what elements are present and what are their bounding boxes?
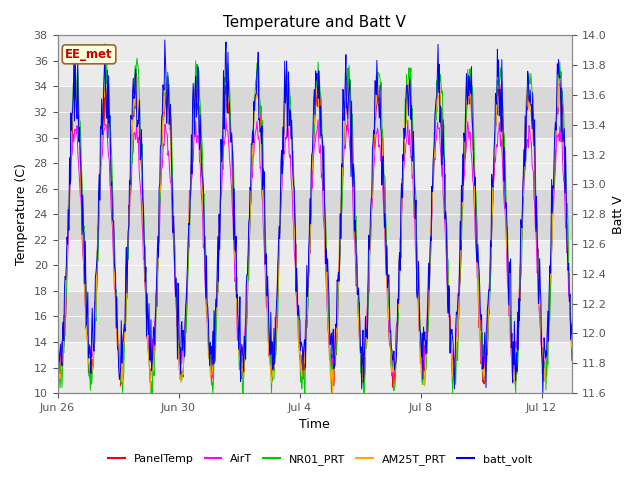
Title: Temperature and Batt V: Temperature and Batt V — [223, 15, 406, 30]
Text: EE_met: EE_met — [65, 48, 113, 61]
Y-axis label: Temperature (C): Temperature (C) — [15, 163, 28, 265]
Bar — [58, 291, 572, 342]
Bar — [58, 36, 572, 86]
Bar — [58, 86, 572, 138]
Legend: PanelTemp, AirT, NR01_PRT, AM25T_PRT, batt_volt: PanelTemp, AirT, NR01_PRT, AM25T_PRT, ba… — [104, 450, 536, 469]
Bar — [58, 342, 572, 393]
X-axis label: Time: Time — [300, 419, 330, 432]
Bar — [58, 240, 572, 291]
Bar — [58, 138, 572, 189]
Y-axis label: Batt V: Batt V — [612, 195, 625, 234]
Bar — [58, 189, 572, 240]
